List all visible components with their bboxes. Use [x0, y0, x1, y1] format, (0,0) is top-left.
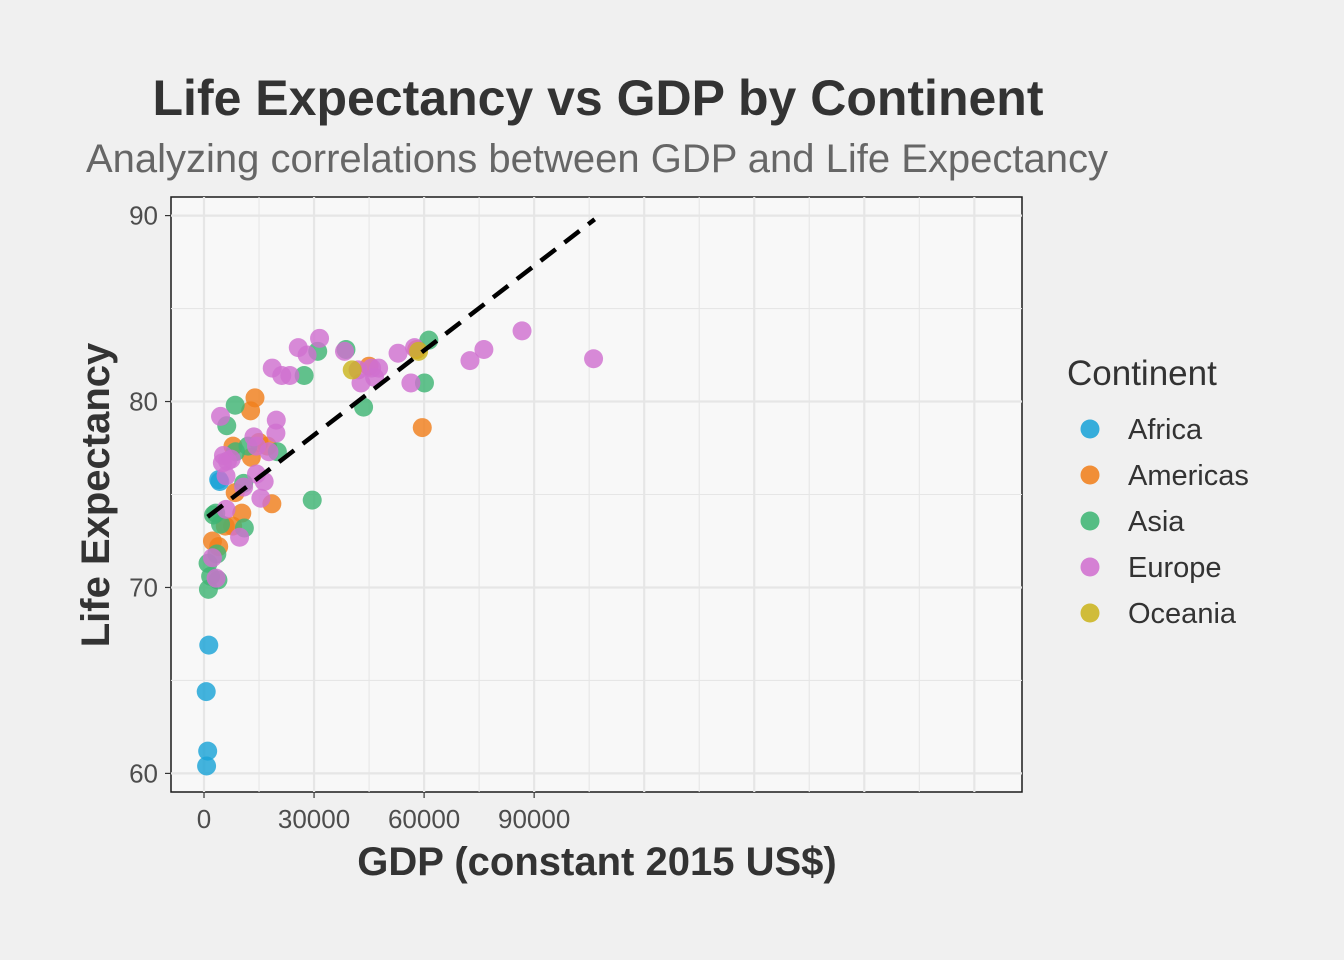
data-point-americas	[232, 503, 252, 523]
data-point-asia	[302, 490, 322, 510]
data-point-europe	[206, 568, 226, 588]
legend: Continent Africa Americas Asia Europe Oceani…	[1067, 354, 1249, 630]
data-point-americas	[245, 388, 265, 408]
legend-key-americas	[1080, 465, 1100, 485]
data-point-europe	[388, 343, 408, 363]
data-point-asia	[294, 366, 314, 385]
data-point-asia	[414, 373, 434, 393]
data-point-europe	[310, 328, 330, 348]
legend-label-asia: Asia	[1128, 506, 1185, 538]
data-point-oceania	[409, 341, 429, 361]
x-tick-label: 0	[197, 804, 211, 834]
legend-key-asia	[1080, 511, 1100, 531]
legend-key-oceania	[1080, 603, 1100, 623]
data-point-europe	[221, 449, 241, 469]
trend-line-group	[206, 217, 597, 519]
data-point-europe	[297, 345, 317, 365]
y-tick-label: 90	[129, 201, 158, 231]
data-point-europe	[216, 466, 236, 486]
data-point-europe	[259, 442, 279, 462]
legend-title: Continent	[1067, 354, 1217, 393]
legend-label-europe: Europe	[1128, 552, 1222, 584]
data-point-europe	[369, 358, 389, 378]
y-tick-label: 80	[129, 387, 158, 417]
data-point-asia	[225, 395, 245, 415]
legend-key-europe	[1080, 557, 1100, 577]
x-axis-ticks: 0 30000 60000 90000	[197, 792, 570, 834]
data-point-europe	[230, 527, 250, 547]
legend-label-oceania: Oceania	[1128, 598, 1237, 630]
data-point-africa	[198, 741, 218, 761]
data-point-europe	[335, 341, 355, 361]
legend-label-americas: Americas	[1128, 460, 1249, 492]
legend-key-africa	[1080, 419, 1100, 439]
data-point-europe	[401, 373, 421, 393]
data-point-europe	[584, 349, 604, 369]
y-axis-ticks: 60 70 80 90	[129, 201, 171, 788]
data-point-europe	[211, 406, 231, 426]
x-tick-label: 90000	[498, 804, 570, 834]
trend-line	[206, 217, 597, 519]
data-point-africa	[199, 635, 219, 655]
x-axis-title: GDP (constant 2015 US$)	[357, 840, 836, 884]
data-point-europe	[251, 488, 271, 508]
data-point-europe	[512, 321, 532, 341]
x-tick-label: 30000	[278, 804, 350, 834]
y-axis-title: Life Expectancy	[74, 342, 118, 647]
data-point-americas	[412, 418, 432, 438]
data-point-europe	[202, 548, 222, 568]
chart-title: Life Expectancy vs GDP by Continent	[153, 70, 1044, 126]
data-point-europe	[460, 351, 480, 371]
data-point-europe	[474, 339, 494, 359]
data-point-africa	[197, 756, 217, 776]
x-tick-label: 60000	[388, 804, 460, 834]
y-tick-label: 70	[129, 572, 158, 602]
data-point-europe	[266, 423, 286, 443]
data-point-oceania	[342, 360, 362, 380]
data-point-europe	[280, 366, 300, 385]
chart-subtitle: Analyzing correlations between GDP and L…	[86, 137, 1108, 181]
legend-label-africa: Africa	[1128, 414, 1203, 446]
y-tick-label: 60	[129, 758, 158, 788]
data-point-africa	[196, 682, 216, 702]
